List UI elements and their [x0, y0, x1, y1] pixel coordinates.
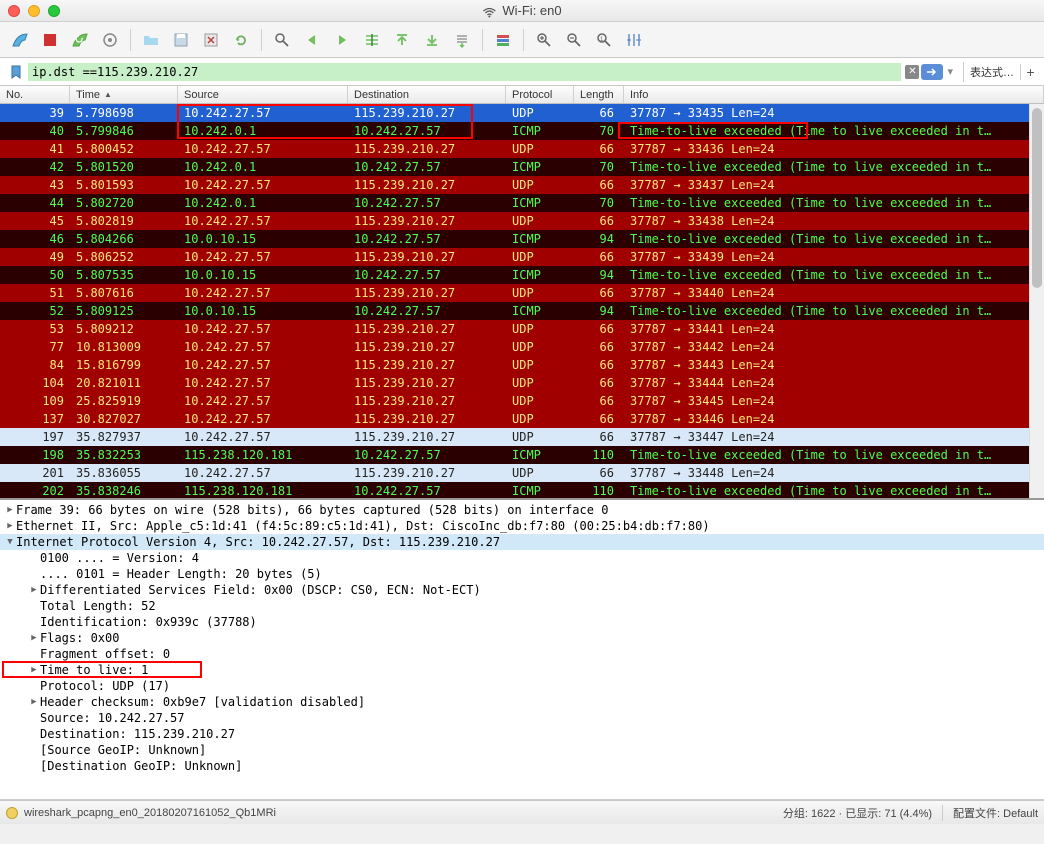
- detail-line[interactable]: Total Length: 52: [0, 598, 1044, 614]
- colorize-button[interactable]: [489, 26, 517, 54]
- detail-line[interactable]: 0100 .... = Version: 4: [0, 550, 1044, 566]
- auto-scroll-button[interactable]: [448, 26, 476, 54]
- status-bar: wireshark_pcapng_en0_20180207161052_Qb1M…: [0, 800, 1044, 824]
- filter-add-button[interactable]: +: [1020, 64, 1040, 80]
- column-header-time: Time▲: [70, 86, 178, 103]
- detail-line[interactable]: ▶Ethernet II, Src: Apple_c5:1d:41 (f4:5c…: [0, 518, 1044, 534]
- column-header-no: No.: [0, 86, 70, 103]
- packet-row[interactable]: 8415.81679910.242.27.57115.239.210.27UDP…: [0, 356, 1044, 374]
- packet-list-header[interactable]: No. Time▲ Source Destination Protocol Le…: [0, 86, 1044, 104]
- save-file-button[interactable]: [167, 26, 195, 54]
- packet-list-pane: No. Time▲ Source Destination Protocol Le…: [0, 86, 1044, 500]
- close-file-button[interactable]: [197, 26, 225, 54]
- detail-line[interactable]: ▶Header checksum: 0xb9e7 [validation dis…: [0, 694, 1044, 710]
- packet-row[interactable]: 7710.81300910.242.27.57115.239.210.27UDP…: [0, 338, 1044, 356]
- scrollbar-thumb[interactable]: [1032, 108, 1042, 288]
- packet-row[interactable]: 435.80159310.242.27.57115.239.210.27UDP6…: [0, 176, 1044, 194]
- detail-line[interactable]: ▶Time to live: 1: [0, 662, 1044, 678]
- packet-row[interactable]: 405.79984610.242.0.110.242.27.57ICMP70Ti…: [0, 122, 1044, 140]
- packet-row[interactable]: 19835.832253115.238.120.18110.242.27.57I…: [0, 446, 1044, 464]
- packet-row[interactable]: 465.80426610.0.10.1510.242.27.57ICMP94Ti…: [0, 230, 1044, 248]
- status-profile-label[interactable]: 配置文件: Default: [953, 805, 1038, 821]
- clear-filter-button[interactable]: ✕: [905, 65, 919, 79]
- expert-info-led-icon[interactable]: [6, 807, 18, 819]
- packet-row[interactable]: 20235.838246115.238.120.18110.242.27.57I…: [0, 482, 1044, 500]
- packet-row[interactable]: 495.80625210.242.27.57115.239.210.27UDP6…: [0, 248, 1044, 266]
- packet-row[interactable]: 505.80753510.0.10.1510.242.27.57ICMP94Ti…: [0, 266, 1044, 284]
- find-packet-button[interactable]: [268, 26, 296, 54]
- detail-line[interactable]: ▶Frame 39: 66 bytes on wire (528 bits), …: [0, 502, 1044, 518]
- packet-row[interactable]: 10420.82101110.242.27.57115.239.210.27UD…: [0, 374, 1044, 392]
- close-window-button[interactable]: [8, 5, 20, 17]
- zoom-window-button[interactable]: [48, 5, 60, 17]
- reload-file-button[interactable]: [227, 26, 255, 54]
- zoom-in-button[interactable]: [530, 26, 558, 54]
- packet-row[interactable]: 535.80921210.242.27.57115.239.210.27UDP6…: [0, 320, 1044, 338]
- packet-details-pane[interactable]: ▶Frame 39: 66 bytes on wire (528 bits), …: [0, 500, 1044, 800]
- packet-row[interactable]: 395.79869810.242.27.57115.239.210.27UDP6…: [0, 104, 1044, 122]
- go-prev-packet-button[interactable]: [298, 26, 326, 54]
- main-toolbar: 1: [0, 22, 1044, 58]
- resize-columns-button[interactable]: [620, 26, 648, 54]
- detail-line[interactable]: Identification: 0x939c (37788): [0, 614, 1044, 630]
- column-header-info: Info: [624, 86, 1044, 103]
- display-filter-input[interactable]: [28, 63, 901, 81]
- wifi-icon: [482, 6, 496, 16]
- packet-row[interactable]: 525.80912510.0.10.1510.242.27.57ICMP94Ti…: [0, 302, 1044, 320]
- detail-line[interactable]: Protocol: UDP (17): [0, 678, 1044, 694]
- detail-line[interactable]: ▶Differentiated Services Field: 0x00 (DS…: [0, 582, 1044, 598]
- open-file-button[interactable]: [137, 26, 165, 54]
- filter-bookmark-icon[interactable]: [8, 64, 24, 80]
- packet-row[interactable]: 19735.82793710.242.27.57115.239.210.27UD…: [0, 428, 1044, 446]
- column-header-protocol: Protocol: [506, 86, 574, 103]
- filter-dropdown-icon[interactable]: ▾: [945, 65, 955, 78]
- apply-filter-button[interactable]: [921, 64, 943, 80]
- packet-row[interactable]: 415.80045210.242.27.57115.239.210.27UDP6…: [0, 140, 1044, 158]
- detail-line[interactable]: ▶Flags: 0x00: [0, 630, 1044, 646]
- capture-options-button[interactable]: [96, 26, 124, 54]
- go-first-packet-button[interactable]: [388, 26, 416, 54]
- column-header-source: Source: [178, 86, 348, 103]
- filter-bar: ✕ ▾ 表达式… +: [0, 58, 1044, 86]
- shark-fin-icon[interactable]: [6, 26, 34, 54]
- zoom-out-button[interactable]: [560, 26, 588, 54]
- status-file-label: wireshark_pcapng_en0_20180207161052_Qb1M…: [24, 807, 276, 819]
- packet-row[interactable]: 445.80272010.242.0.110.242.27.57ICMP70Ti…: [0, 194, 1044, 212]
- go-next-packet-button[interactable]: [328, 26, 356, 54]
- go-to-packet-button[interactable]: [358, 26, 386, 54]
- filter-expression-button[interactable]: 表达式…: [963, 62, 1020, 82]
- detail-line[interactable]: [Source GeoIP: Unknown]: [0, 742, 1044, 758]
- go-last-packet-button[interactable]: [418, 26, 446, 54]
- detail-line[interactable]: ▼Internet Protocol Version 4, Src: 10.24…: [0, 534, 1044, 550]
- detail-line[interactable]: [Destination GeoIP: Unknown]: [0, 758, 1044, 774]
- detail-line[interactable]: Source: 10.242.27.57: [0, 710, 1044, 726]
- stop-capture-button[interactable]: [36, 26, 64, 54]
- column-header-length: Length: [574, 86, 624, 103]
- status-packets-label: 分组: 1622 · 已显示: 71 (4.4%): [783, 805, 932, 821]
- zoom-reset-button[interactable]: 1: [590, 26, 618, 54]
- titlebar: Wi-Fi: en0: [0, 0, 1044, 22]
- packet-row[interactable]: 515.80761610.242.27.57115.239.210.27UDP6…: [0, 284, 1044, 302]
- packet-list-scrollbar[interactable]: [1029, 104, 1044, 498]
- window-title: Wi-Fi: en0: [482, 3, 561, 18]
- packet-row[interactable]: 20135.83605510.242.27.57115.239.210.27UD…: [0, 464, 1044, 482]
- column-header-destination: Destination: [348, 86, 506, 103]
- packet-row[interactable]: 13730.82702710.242.27.57115.239.210.27UD…: [0, 410, 1044, 428]
- detail-line[interactable]: Destination: 115.239.210.27: [0, 726, 1044, 742]
- detail-line[interactable]: .... 0101 = Header Length: 20 bytes (5): [0, 566, 1044, 582]
- minimize-window-button[interactable]: [28, 5, 40, 17]
- packet-row[interactable]: 425.80152010.242.0.110.242.27.57ICMP70Ti…: [0, 158, 1044, 176]
- detail-line[interactable]: Fragment offset: 0: [0, 646, 1044, 662]
- packet-row[interactable]: 10925.82591910.242.27.57115.239.210.27UD…: [0, 392, 1044, 410]
- packet-row[interactable]: 455.80281910.242.27.57115.239.210.27UDP6…: [0, 212, 1044, 230]
- packet-list-body[interactable]: 395.79869810.242.27.57115.239.210.27UDP6…: [0, 104, 1044, 500]
- restart-capture-button[interactable]: [66, 26, 94, 54]
